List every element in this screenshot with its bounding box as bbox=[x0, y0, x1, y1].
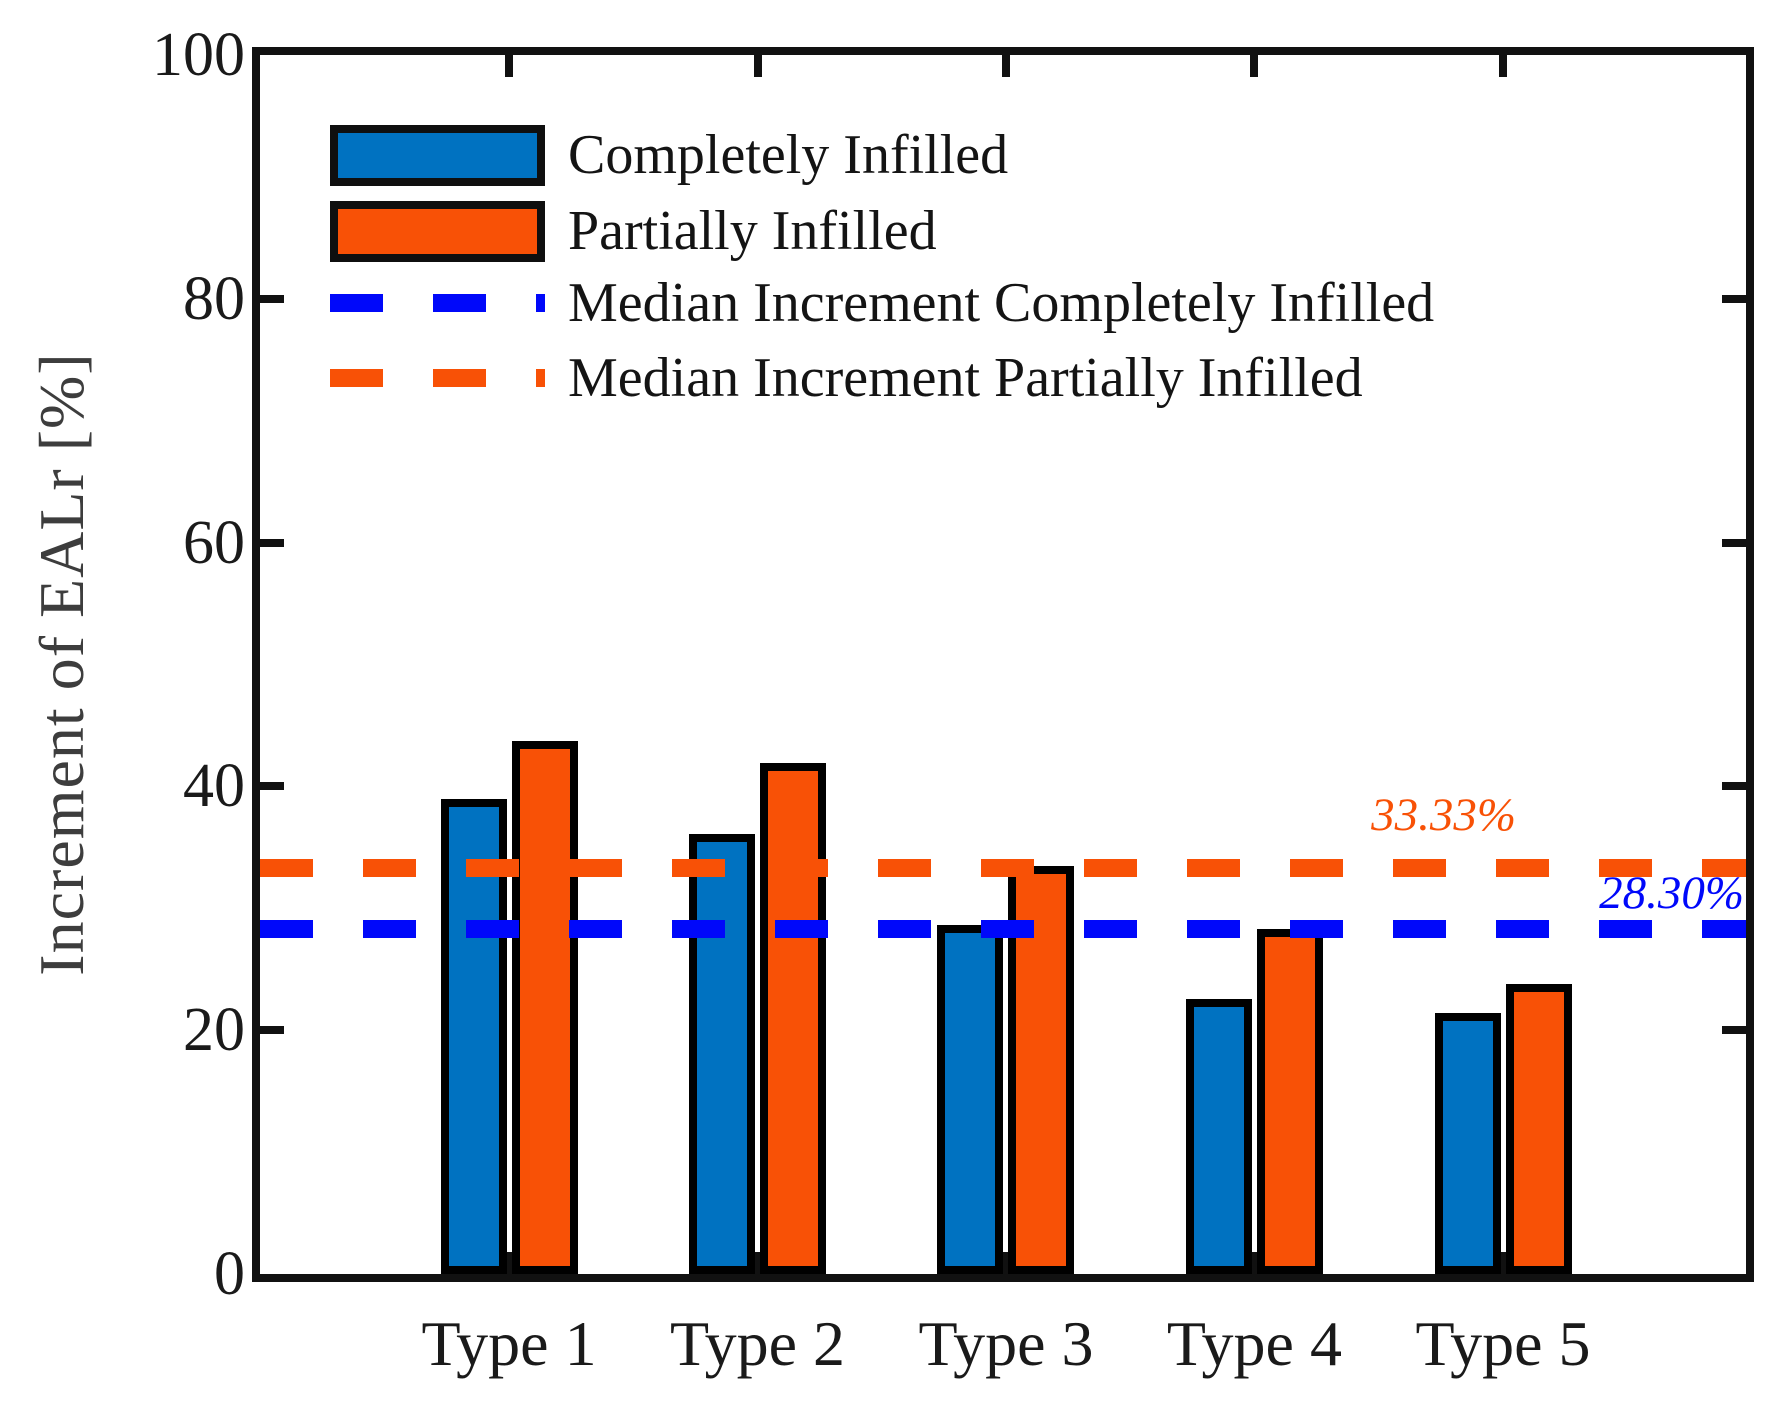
x-axis-tick-top bbox=[1001, 55, 1010, 77]
median-partially-infilled-annotation: 33.33% bbox=[1371, 789, 1516, 841]
x-axis-tick-top bbox=[505, 55, 514, 77]
legend-label: Median Increment Completely Infilled bbox=[568, 272, 1435, 334]
bar-partially-infilled bbox=[1256, 929, 1323, 1274]
x-axis-tick-bottom bbox=[1499, 1252, 1508, 1274]
y-tick-label: 80 bbox=[183, 264, 245, 333]
plot-inner-area bbox=[260, 55, 1746, 1274]
x-axis-tick-top bbox=[1499, 55, 1508, 77]
legend-item-completely-infilled: Completely Infilled bbox=[330, 117, 1008, 193]
x-category-label: Type 3 bbox=[918, 1308, 1094, 1379]
legend-swatch-median-completely-infilled bbox=[330, 294, 545, 312]
x-category-label: Type 1 bbox=[421, 1308, 597, 1379]
legend-label: Partially Infilled bbox=[568, 200, 937, 262]
legend-swatch-median-partially-infilled bbox=[330, 369, 545, 387]
legend-item-median-partially-infilled: Median Increment Partially Infilled bbox=[330, 340, 1363, 416]
y-axis-tick-right bbox=[1722, 294, 1746, 303]
y-tick-label: 60 bbox=[183, 508, 245, 577]
bar-partially-infilled bbox=[760, 763, 826, 1274]
x-axis-tick-bottom bbox=[753, 1252, 762, 1274]
median-completely-infilled-annotation: 28.30% bbox=[1599, 867, 1744, 919]
y-axis-tick-left bbox=[260, 1026, 284, 1035]
y-axis-tick-left bbox=[260, 782, 284, 791]
y-tick-label: 100 bbox=[152, 21, 245, 89]
x-axis-tick-bottom bbox=[505, 1252, 514, 1274]
x-axis-tick-bottom bbox=[1001, 1252, 1010, 1274]
y-axis-tick-left bbox=[260, 294, 284, 303]
y-tick-label: 0 bbox=[214, 1240, 245, 1308]
bar-completely-infilled bbox=[1185, 998, 1252, 1274]
bar-completely-infilled bbox=[1434, 1013, 1501, 1274]
legend-label: Completely Infilled bbox=[568, 124, 1009, 186]
legend-swatch-completely-infilled bbox=[330, 124, 545, 186]
y-axis-tick-right bbox=[1722, 782, 1746, 791]
legend-item-partially-infilled: Partially Infilled bbox=[330, 193, 937, 269]
y-axis-tick-left bbox=[260, 538, 284, 547]
median-line-completely-infilled bbox=[260, 920, 1746, 939]
legend-swatch-partially-infilled bbox=[330, 200, 545, 262]
bar-completely-infilled bbox=[689, 833, 755, 1274]
x-category-label: Type 5 bbox=[1415, 1308, 1591, 1379]
x-axis-tick-bottom bbox=[1250, 1252, 1259, 1274]
bar-partially-infilled bbox=[1505, 983, 1572, 1274]
legend-label: Median Increment Partially Infilled bbox=[568, 347, 1363, 409]
y-axis-label: Increment of EALr [%] bbox=[26, 352, 97, 976]
x-category-label: Type 4 bbox=[1166, 1308, 1342, 1379]
median-line-partially-infilled bbox=[260, 858, 1746, 877]
x-axis-tick-top bbox=[1250, 55, 1259, 77]
y-axis-tick-right bbox=[1722, 538, 1746, 547]
x-category-label: Type 2 bbox=[669, 1308, 846, 1379]
legend-item-median-completely-infilled: Median Increment Completely Infilled bbox=[330, 265, 1434, 341]
bar-partially-infilled bbox=[511, 741, 578, 1274]
plot-area bbox=[252, 47, 1754, 1282]
y-tick-label: 40 bbox=[183, 752, 245, 821]
y-axis-tick-right bbox=[1722, 1026, 1746, 1035]
bar-completely-infilled bbox=[440, 798, 507, 1274]
bar-completely-infilled bbox=[937, 925, 1004, 1274]
y-tick-label: 20 bbox=[183, 996, 245, 1065]
x-axis-tick-top bbox=[753, 55, 762, 77]
